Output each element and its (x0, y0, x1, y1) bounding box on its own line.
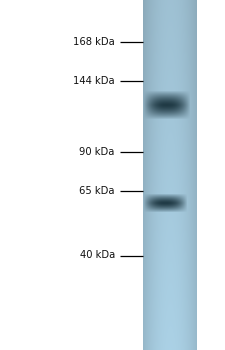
Text: 90 kDa: 90 kDa (79, 147, 115, 157)
Text: 168 kDa: 168 kDa (73, 37, 115, 47)
Text: 40 kDa: 40 kDa (79, 251, 115, 260)
Text: 65 kDa: 65 kDa (79, 186, 115, 196)
Text: 144 kDa: 144 kDa (73, 76, 115, 85)
